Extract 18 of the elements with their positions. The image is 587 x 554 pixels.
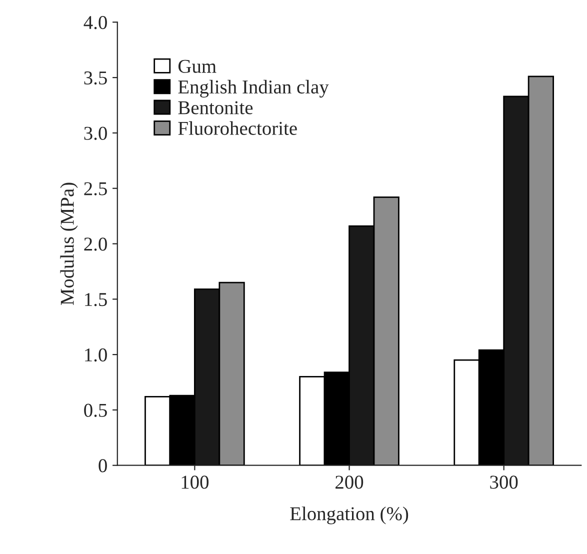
legend-label: Bentonite	[178, 101, 253, 114]
y-tick-label: 0	[98, 459, 107, 472]
x-tick-label: 200	[336, 476, 364, 489]
y-tick-label: 1.0	[85, 348, 107, 362]
legend-label: Gum	[178, 60, 216, 73]
y-axis-title: Modulus (MPa)	[60, 182, 78, 306]
x-axis-title: Elongation (%)	[290, 506, 408, 524]
y-tick-label: 0.5	[84, 404, 107, 417]
x-tick-label: 100	[182, 476, 209, 489]
y-tick-label: 2.5	[84, 182, 107, 196]
y-tick-label: 3.0	[84, 126, 107, 140]
legend-label: English Indian clay	[178, 80, 329, 98]
y-tick-label: 2.0	[84, 238, 107, 251]
y-tick-label: 1.5	[85, 293, 107, 306]
legend-label: Fluorohectorite	[178, 121, 297, 135]
y-tick-label: 4.0	[84, 16, 107, 30]
y-tick-label: 3.5	[84, 71, 107, 85]
x-tick-label: 300	[490, 476, 518, 489]
